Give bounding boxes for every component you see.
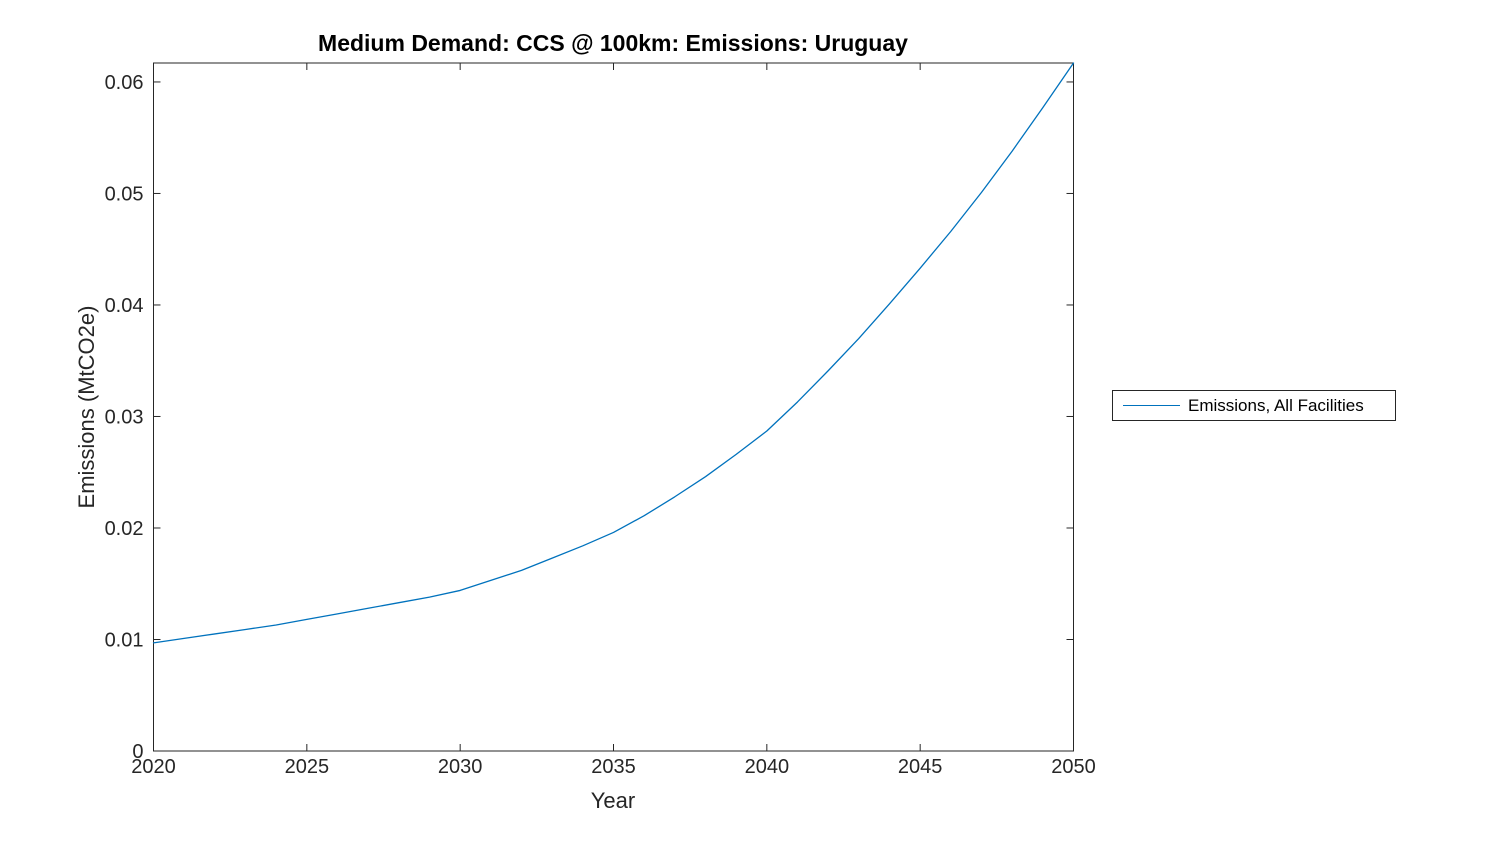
x-tick-label: 2030 [438, 756, 483, 778]
x-tick-label: 2040 [745, 756, 790, 778]
x-axis-label: Year [590, 788, 636, 813]
series-line [152, 62, 1075, 644]
y-tick-label: 0.02 [105, 518, 144, 540]
y-tick-label: 0.06 [105, 72, 144, 94]
axes-box [153, 62, 1074, 752]
y-tick-label: 0.03 [105, 406, 144, 428]
x-tick-label: 2050 [1051, 756, 1096, 778]
axis-tick-labels: 2020 2025 2030 2035 2040 2045 2050 0 0.01 0.02 0.0… [105, 72, 1096, 778]
x-tick-label: 2035 [591, 756, 636, 778]
y-tick-label: 0 [132, 741, 143, 763]
x-tick-label: 2020 [131, 756, 176, 778]
series-lines [152, 62, 1075, 644]
y-tick-label: 0.04 [105, 295, 144, 317]
legend-entry-label: Emissions, All Facilities [1188, 395, 1364, 415]
chart-title: Medium Demand: CCS @ 100km: Emissions: U… [318, 30, 908, 56]
y-tick-label: 0.05 [105, 183, 144, 205]
y-tick-label: 0.01 [105, 629, 144, 651]
legend-line-sample-icon [1123, 405, 1180, 406]
axis-ticks [153, 63, 1074, 752]
legend: Emissions, All Facilities [1112, 390, 1396, 421]
x-tick-label: 2045 [898, 756, 943, 778]
x-tick-label: 2025 [285, 756, 330, 778]
